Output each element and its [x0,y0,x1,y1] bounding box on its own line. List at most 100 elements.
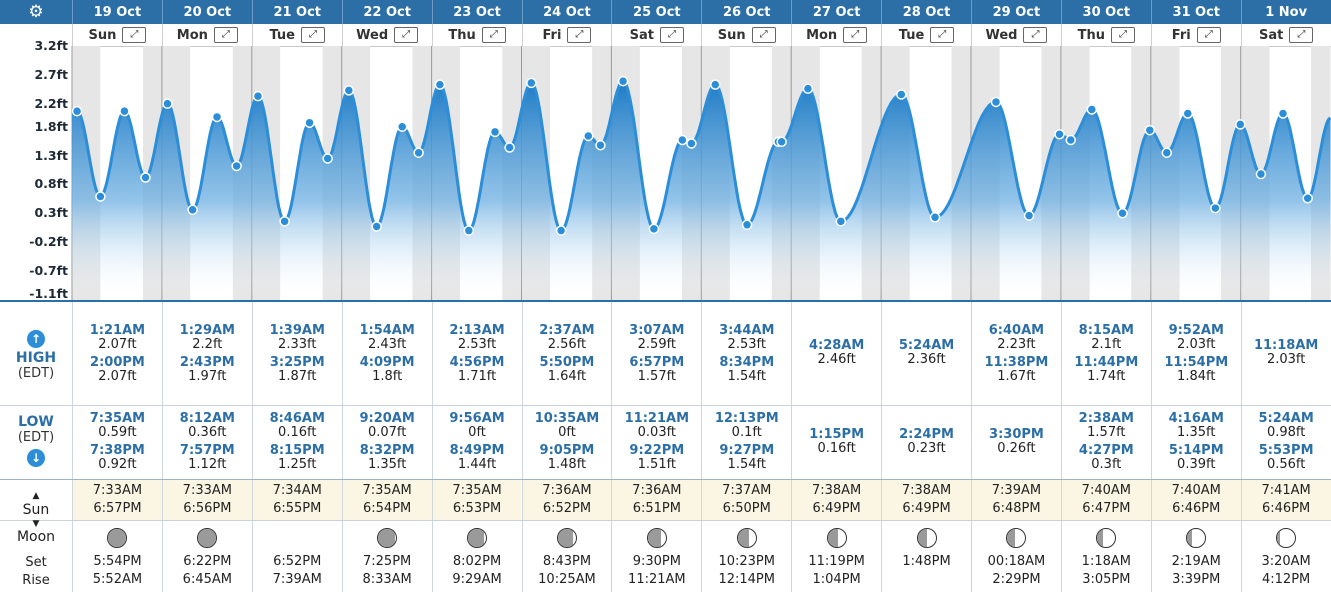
low-tide-height: 0.98ft [1266,425,1306,440]
tide-extreme-point[interactable] [686,138,697,149]
tide-extreme-point[interactable] [1161,147,1173,158]
sun-cell: 7:34AM 6:55PM [251,480,342,520]
tide-extreme-point[interactable] [1086,104,1098,115]
high-tide-cell: 3:07AM 2.59ft 6:57PM 1.57ft [611,302,702,405]
expand-icon[interactable]: ⤢ [567,27,592,43]
sun-cell: 7:40AM 6:47PM [1060,480,1151,520]
expand-icon[interactable]: ⤢ [751,27,776,43]
tide-extreme-point[interactable] [119,105,130,117]
tide-extreme-point[interactable] [896,89,907,100]
moon-cell: 8:02PM 9:29AM [431,521,522,592]
tide-extreme-point[interactable] [343,85,355,96]
low-tide-height: 1.35ft [1177,425,1216,440]
tide-extreme-point[interactable] [617,75,629,87]
tide-chart [71,46,1331,300]
tide-extreme-point[interactable] [1302,193,1313,204]
tide-extreme-point[interactable] [504,142,515,153]
weekday-cell: Sat ⤢ [1240,24,1331,46]
expand-icon[interactable]: ⤢ [481,27,506,43]
tide-extreme-point[interactable] [555,225,567,236]
expand-icon[interactable]: ⤢ [1289,27,1314,43]
moonrise-time: 3:05PM [1082,572,1131,587]
tide-extreme-point[interactable] [187,204,198,216]
tide-extreme-point[interactable] [1255,168,1267,180]
tide-extreme-point[interactable] [413,147,424,158]
weekday-cell: Fri ⤢ [521,24,612,46]
tide-extreme-point[interactable] [252,90,264,102]
weekday-label: Tue [269,27,295,43]
tide-extreme-point[interactable] [371,221,382,232]
expand-icon[interactable]: ⤢ [301,27,325,43]
low-tide-cell: 3:30PM 0.26ft [971,406,1061,479]
tide-extreme-point[interactable] [595,139,606,151]
tide-extreme-point[interactable] [140,172,151,183]
low-tide-height: 0ft [558,425,576,440]
expand-icon[interactable]: ⤢ [843,27,868,43]
expand-icon[interactable]: ⤢ [1111,27,1136,43]
tide-extreme-point[interactable] [1054,128,1065,140]
expand-icon[interactable]: ⤢ [930,27,955,43]
tide-extreme-point[interactable] [835,216,847,227]
expand-icon[interactable]: ⤢ [213,27,238,43]
high-tide-height: 1.71ft [457,369,497,384]
high-tide-time: 11:18AM [1253,338,1319,353]
tide-extreme-point[interactable] [396,121,408,132]
tide-extreme-point[interactable] [1144,124,1156,136]
tide-extreme-point[interactable] [526,77,537,89]
high-tide-height: 1.74ft [1087,369,1126,384]
low-tide-cell: 7:35AM 0.59ft 7:38PM 0.92ft [72,406,162,479]
expand-icon[interactable]: ⤢ [122,27,147,43]
tide-extreme-point[interactable] [211,111,223,123]
gear-icon[interactable]: ⚙ [28,2,44,22]
tide-area [72,81,1331,300]
tide-extreme-point[interactable] [1182,108,1194,119]
tide-extreme-point[interactable] [231,160,242,172]
tide-extreme-point[interactable] [990,96,1002,108]
low-tide-time: 8:49PM [449,443,505,458]
tide-extreme-point[interactable] [71,105,83,117]
expand-icon[interactable]: ⤢ [1023,27,1048,43]
tide-extreme-point[interactable] [1210,202,1221,214]
tide-extreme-point[interactable] [279,216,290,227]
sunset-time: 6:47PM [1082,501,1131,516]
tide-extreme-point[interactable] [463,225,475,236]
moon-cell: 8:43PM 10:25AM [521,521,612,592]
y-tick-label: -0.2ft [29,234,68,250]
weekday-cell: Wed ⤢ [341,24,432,46]
expand-icon[interactable]: ⤢ [1196,27,1221,43]
moon-phase-icon [467,528,488,548]
tide-extreme-point[interactable] [776,136,787,147]
sun-row-label: ▲ Sun ▼ [22,491,50,529]
sunrise-time: 7:38AM [811,483,862,498]
weekday-label: Fri [542,27,562,43]
tide-extreme-point[interactable] [1235,119,1246,130]
tide-extreme-point[interactable] [1065,134,1077,146]
high-tide-height: 2.2ft [192,337,223,352]
sun-cell: 7:37AM 6:50PM [701,480,792,520]
tide-extreme-point[interactable] [802,83,814,94]
tide-extreme-point[interactable] [1117,208,1128,219]
moonrise-time: 10:25AM [538,572,596,587]
high-tide-height: 1.87ft [278,369,317,384]
tide-extreme-point[interactable] [434,79,446,90]
tide-extreme-point[interactable] [583,130,594,142]
tide-extreme-point[interactable] [95,191,106,202]
tide-extreme-point[interactable] [1023,210,1035,221]
expand-icon[interactable]: ⤢ [394,27,419,43]
expand-icon[interactable]: ⤢ [660,27,685,43]
tide-extreme-point[interactable] [929,212,941,223]
low-tide-time: 1:15PM [809,427,865,442]
tide-extreme-point[interactable] [489,126,501,138]
moon-cell: 5:54PM 5:52AM [72,521,162,592]
tide-extreme-point[interactable] [648,223,660,235]
tide-extreme-point[interactable] [677,134,688,146]
high-tide-cell: 9:52AM 2.03ft 11:54PM 1.84ft [1150,302,1241,405]
tide-extreme-point[interactable] [162,98,173,109]
tide-extreme-point[interactable] [1277,108,1289,119]
tide-extreme-point[interactable] [322,153,333,164]
tide-extreme-point[interactable] [710,79,721,90]
date-header: 23 Oct [431,0,522,24]
tide-extreme-point[interactable] [741,219,753,231]
high-tide-height: 1.54ft [727,369,766,384]
tide-extreme-point[interactable] [304,117,315,128]
